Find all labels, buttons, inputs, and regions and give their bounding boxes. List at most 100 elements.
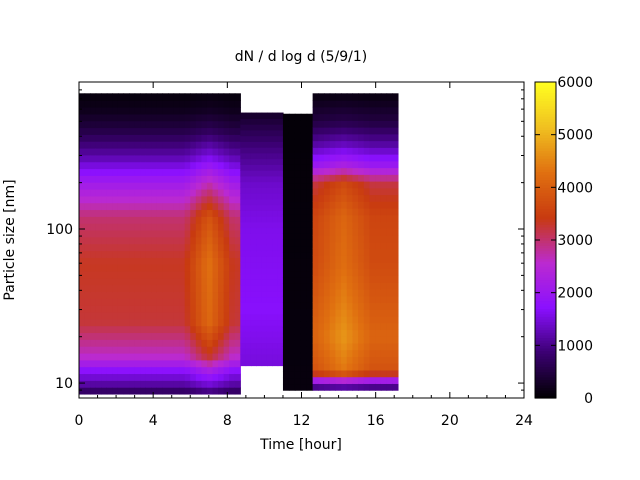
heatmap-cell xyxy=(272,354,279,361)
heatmap-cell xyxy=(386,207,393,216)
heatmap-cell xyxy=(392,288,399,297)
heatmap-cell xyxy=(151,134,158,142)
heatmap-cell xyxy=(84,332,91,340)
heatmap-cell xyxy=(245,285,252,292)
heatmap-cell xyxy=(112,236,119,245)
heatmap-cell xyxy=(145,168,152,176)
heatmap-cell xyxy=(95,168,102,176)
heatmap-cell xyxy=(312,187,319,196)
heatmap-cell xyxy=(318,288,325,297)
heatmap-cell xyxy=(282,352,290,360)
heatmap-cell xyxy=(140,311,147,320)
heatmap-cell xyxy=(223,318,230,327)
heatmap-cell xyxy=(324,342,331,351)
heatmap-cell xyxy=(179,291,186,299)
heatmap-cell xyxy=(335,302,342,310)
colorbar-cell xyxy=(535,263,556,267)
heatmap-cell xyxy=(277,210,284,217)
heatmap-cell xyxy=(277,302,284,309)
heatmap-cell xyxy=(206,229,214,238)
heatmap-cell xyxy=(277,336,284,344)
heatmap-cell xyxy=(312,106,319,115)
heatmap-cell xyxy=(329,295,336,304)
heatmap-cell xyxy=(151,243,158,252)
heatmap-cell xyxy=(95,366,102,375)
heatmap-cell xyxy=(234,243,241,252)
heatmap-cell xyxy=(79,270,86,279)
heatmap-cell xyxy=(195,359,202,368)
heatmap-cell xyxy=(386,315,393,324)
heatmap-cell xyxy=(229,175,236,183)
heatmap-cell xyxy=(123,168,130,176)
heatmap-cell xyxy=(386,268,393,277)
heatmap-cell xyxy=(318,248,325,256)
heatmap-cell xyxy=(134,387,141,395)
heatmap-cell xyxy=(386,376,393,384)
heatmap-cell xyxy=(261,221,268,229)
heatmap-cell xyxy=(229,93,236,101)
heatmap-cell xyxy=(151,154,158,163)
heatmap-cell xyxy=(282,132,290,140)
heatmap-cell xyxy=(218,229,225,238)
heatmap-cell xyxy=(324,228,331,236)
heatmap-cell xyxy=(250,164,257,171)
heatmap-cell xyxy=(300,258,308,266)
heatmap-cell xyxy=(184,387,191,395)
heatmap-cell xyxy=(386,241,393,250)
heatmap-cell xyxy=(306,277,314,284)
heatmap-cell xyxy=(190,311,197,320)
colorbar-cell xyxy=(535,145,556,149)
heatmap-cell xyxy=(335,356,342,364)
heatmap-cell xyxy=(234,346,241,354)
heatmap-cell xyxy=(318,282,325,290)
heatmap-cell xyxy=(341,363,348,371)
heatmap-cell xyxy=(341,309,348,317)
heatmap-cell xyxy=(272,152,279,160)
heatmap-cell xyxy=(358,342,365,351)
heatmap-cell xyxy=(201,352,208,361)
heatmap-cell xyxy=(201,277,208,286)
heatmap-cell xyxy=(324,369,331,378)
heatmap-cell xyxy=(261,290,268,298)
heatmap-cell xyxy=(256,221,263,229)
heatmap-cell xyxy=(318,336,325,344)
heatmap-cell xyxy=(392,295,399,304)
heatmap-cell xyxy=(341,322,348,331)
heatmap-cell xyxy=(140,318,147,327)
heatmap-cell xyxy=(212,134,219,142)
colorbar-cell xyxy=(535,189,556,194)
heatmap-cell xyxy=(300,120,308,127)
heatmap-cell xyxy=(369,93,376,101)
heatmap-cell xyxy=(352,201,359,209)
heatmap-cell xyxy=(392,133,399,142)
heatmap-cell xyxy=(300,182,308,190)
heatmap-cell xyxy=(288,251,296,259)
colorbar-tick-label: 1000 xyxy=(557,338,593,354)
heatmap-cell xyxy=(106,120,113,129)
heatmap-cell xyxy=(123,352,130,361)
heatmap-cell xyxy=(162,113,169,122)
heatmap-cell xyxy=(369,322,376,331)
heatmap-cell xyxy=(272,296,279,303)
heatmap-cell xyxy=(206,175,214,183)
colorbar-cell xyxy=(535,300,556,304)
heatmap-cell xyxy=(84,209,91,217)
heatmap-cell xyxy=(79,175,86,183)
heatmap-cell xyxy=(318,93,325,101)
heatmap-cell xyxy=(324,154,331,162)
heatmap-cell xyxy=(140,147,147,156)
colorbar-cell xyxy=(535,221,556,225)
heatmap-cell xyxy=(392,194,399,202)
heatmap-cell xyxy=(201,291,208,299)
heatmap-cell xyxy=(306,220,314,228)
heatmap-cell xyxy=(145,134,152,142)
heatmap-cell xyxy=(218,318,225,327)
heatmap-cell xyxy=(212,366,219,375)
heatmap-cell xyxy=(218,120,225,129)
heatmap-cell xyxy=(195,339,202,347)
heatmap-cell xyxy=(218,236,225,245)
heatmap-cell xyxy=(212,359,219,368)
heatmap-cell xyxy=(294,226,302,234)
heatmap-cell xyxy=(288,182,296,190)
heatmap-cell xyxy=(229,284,236,293)
